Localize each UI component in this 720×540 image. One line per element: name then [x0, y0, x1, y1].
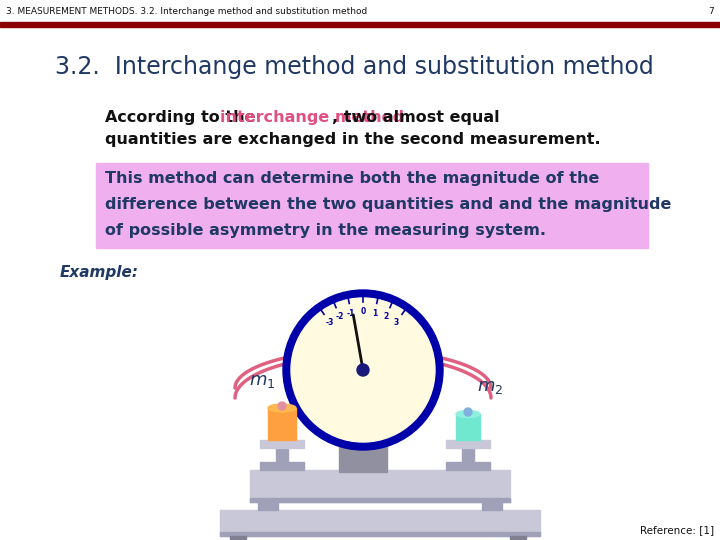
Circle shape: [464, 408, 472, 416]
Text: $m_1$: $m_1$: [249, 372, 275, 390]
Bar: [230, 536, 246, 540]
Text: of possible asymmetry in the measuring system.: of possible asymmetry in the measuring s…: [105, 223, 546, 238]
Bar: [220, 510, 540, 536]
Bar: [456, 414, 480, 440]
Bar: [276, 448, 288, 462]
Text: -3: -3: [325, 318, 334, 327]
Text: Example:: Example:: [60, 265, 139, 280]
Text: , two almost equal: , two almost equal: [332, 110, 500, 125]
Bar: [260, 462, 304, 470]
Text: quantities are exchanged in the second measurement.: quantities are exchanged in the second m…: [105, 132, 600, 147]
Bar: [250, 470, 510, 502]
Text: -1: -1: [347, 309, 356, 318]
Bar: [0, 0, 720, 22]
Text: 3.2.  Interchange method and substitution method: 3.2. Interchange method and substitution…: [55, 55, 654, 79]
Bar: [220, 532, 540, 536]
Text: interchange method: interchange method: [220, 110, 404, 125]
Text: 0: 0: [361, 307, 366, 316]
Text: 1: 1: [372, 309, 377, 318]
Bar: [462, 448, 474, 462]
Bar: [510, 536, 526, 540]
Bar: [446, 462, 490, 470]
Bar: [339, 437, 387, 472]
Bar: [260, 440, 304, 448]
Bar: [482, 502, 502, 510]
Text: According to the: According to the: [105, 110, 261, 125]
Bar: [96, 163, 648, 248]
Bar: [250, 498, 510, 502]
Text: difference between the two quantities and and the magnitude: difference between the two quantities an…: [105, 197, 671, 212]
Ellipse shape: [268, 404, 296, 412]
Circle shape: [278, 402, 286, 410]
Text: 3: 3: [394, 318, 399, 327]
Circle shape: [357, 364, 369, 376]
Bar: [0, 22, 720, 27]
Ellipse shape: [456, 410, 480, 417]
Circle shape: [291, 298, 435, 442]
Text: -2: -2: [336, 312, 344, 321]
Bar: [446, 440, 490, 448]
Text: 3. MEASUREMENT METHODS. 3.2. Interchange method and substitution method: 3. MEASUREMENT METHODS. 3.2. Interchange…: [6, 6, 367, 16]
Text: 7: 7: [708, 6, 714, 16]
Bar: [268, 408, 296, 440]
Text: Reference: [1]: Reference: [1]: [640, 525, 714, 535]
Text: 2: 2: [383, 312, 389, 321]
Bar: [258, 502, 278, 510]
Circle shape: [283, 290, 443, 450]
Text: This method can determine both the magnitude of the: This method can determine both the magni…: [105, 171, 599, 186]
Text: $m_2$: $m_2$: [477, 378, 503, 396]
